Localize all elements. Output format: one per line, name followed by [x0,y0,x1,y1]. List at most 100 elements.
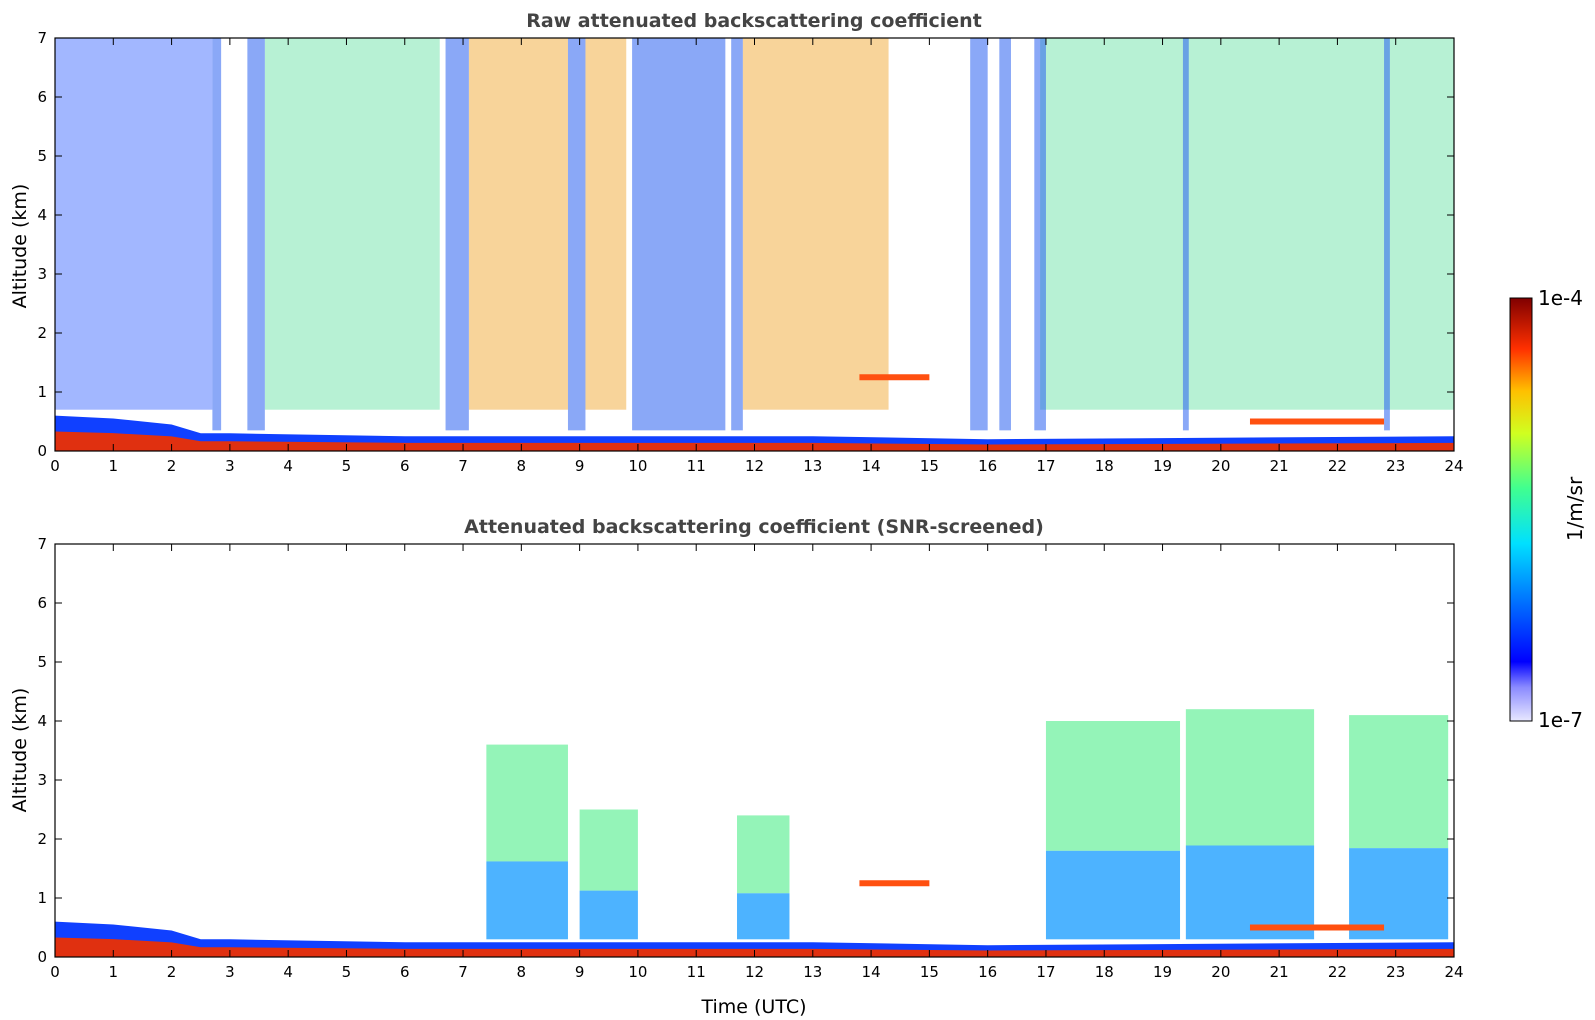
x-tick-label: 13 [803,963,822,981]
x-axis-label: Time (UTC) [700,996,806,1018]
elevated-layer [859,374,930,381]
low-signal-column [212,38,222,431]
axis-ticks: 0 1 2 3 4 5 6 7 8 9 10 11 12 13 14 15 16 17 18 19 20 21 22 23 24… [37,535,1463,981]
background-signal-band [1040,38,1454,410]
x-tick-label: 0 [50,457,60,475]
y-tick-label: 7 [37,535,47,553]
x-tick-label: 17 [1036,963,1055,981]
aerosol-plume-upper [486,744,568,862]
colorbar-max-label: 1e-4 [1538,286,1583,310]
y-axis-label: Altitude (km) [9,184,31,309]
low-signal-column [1034,38,1046,431]
y-tick-label: 1 [37,383,47,401]
x-tick-label: 11 [687,963,706,981]
colorbar-unit-label: 1/m/sr [1563,476,1587,541]
y-tick-label: 4 [37,712,47,730]
y-tick-label: 0 [37,442,47,460]
x-tick-label: 22 [1328,963,1347,981]
x-tick-label: 3 [225,457,235,475]
x-tick-label: 13 [803,457,822,475]
x-tick-label: 4 [283,963,293,981]
y-tick-label: 0 [37,948,47,966]
y-tick-label: 3 [37,771,47,789]
background-signal-band [55,38,213,410]
x-tick-label: 14 [862,963,881,981]
colorbar-min-label: 1e-7 [1538,708,1583,732]
x-tick-label: 4 [283,457,293,475]
axis-ticks: 0 1 2 3 4 5 6 7 8 9 10 11 12 13 14 15 16 17 18 19 20 21 22 23 24… [37,29,1463,475]
aerosol-plume-upper [579,809,638,891]
x-tick-label: 6 [400,963,410,981]
y-tick-label: 5 [37,653,47,671]
surface-layer [55,921,1454,957]
low-signal-column [1182,38,1189,431]
x-tick-label: 24 [1444,457,1463,475]
surface-layer [55,415,1454,451]
x-tick-label: 0 [50,963,60,981]
elevated-layer [1249,418,1385,425]
x-tick-label: 7 [458,963,468,981]
low-signal-column [1384,38,1390,431]
x-tick-label: 2 [167,963,177,981]
x-tick-label: 2 [167,457,177,475]
y-axis-label: Altitude (km) [9,688,31,813]
y-tick-label: 6 [37,88,47,106]
heatmap-area [55,709,1454,957]
aerosol-plume-upper [737,815,790,894]
heatmap-area [55,38,1454,451]
x-tick-label: 17 [1036,457,1055,475]
snr-screened-panel: Attenuated backscattering coefficient (S… [9,516,1464,1018]
low-signal-column [247,38,265,431]
x-tick-label: 16 [978,457,997,475]
x-tick-label: 8 [517,457,527,475]
background-signal-band [468,38,568,410]
x-tick-label: 16 [978,963,997,981]
chart-title: Attenuated backscattering coefficient (S… [464,516,1044,538]
y-tick-label: 6 [37,594,47,612]
x-tick-label: 15 [920,963,939,981]
x-tick-label: 8 [517,963,527,981]
x-tick-label: 9 [575,457,585,475]
x-tick-label: 20 [1211,963,1230,981]
y-tick-label: 7 [37,29,47,47]
y-tick-label: 1 [37,889,47,907]
x-tick-label: 1 [109,963,119,981]
x-tick-label: 3 [225,963,235,981]
low-signal-column [999,38,1011,431]
x-tick-label: 10 [628,457,647,475]
low-signal-column [970,38,988,431]
aerosol-plume-lower [486,861,568,940]
x-tick-label: 12 [745,457,764,475]
x-tick-label: 19 [1153,963,1172,981]
background-signal-band [585,38,627,410]
aerosol-plume-lower [579,890,638,940]
x-tick-label: 9 [575,963,585,981]
low-signal-column [567,38,586,431]
x-tick-label: 14 [862,457,881,475]
x-tick-label: 19 [1153,457,1172,475]
y-tick-label: 2 [37,830,47,848]
x-tick-label: 18 [1095,963,1114,981]
x-tick-label: 20 [1211,457,1230,475]
x-tick-label: 1 [109,457,119,475]
x-tick-label: 23 [1386,457,1405,475]
colorbar: 1e-4 1e-7 1/m/sr [1509,286,1587,732]
x-tick-label: 6 [400,457,410,475]
aerosol-plume-upper [1349,715,1449,849]
y-tick-label: 4 [37,206,47,224]
x-tick-label: 5 [342,457,352,475]
y-tick-label: 5 [37,147,47,165]
x-tick-label: 21 [1270,963,1289,981]
background-signal-band [264,38,440,410]
x-tick-label: 22 [1328,457,1347,475]
x-tick-label: 7 [458,457,468,475]
x-tick-label: 15 [920,457,939,475]
x-tick-label: 23 [1386,963,1405,981]
aerosol-plume-lower [1349,848,1449,940]
x-tick-label: 11 [687,457,706,475]
aerosol-plume-lower [1045,850,1181,940]
aerosol-plume-lower [737,893,790,940]
x-tick-label: 21 [1270,457,1289,475]
y-tick-label: 2 [37,324,47,342]
